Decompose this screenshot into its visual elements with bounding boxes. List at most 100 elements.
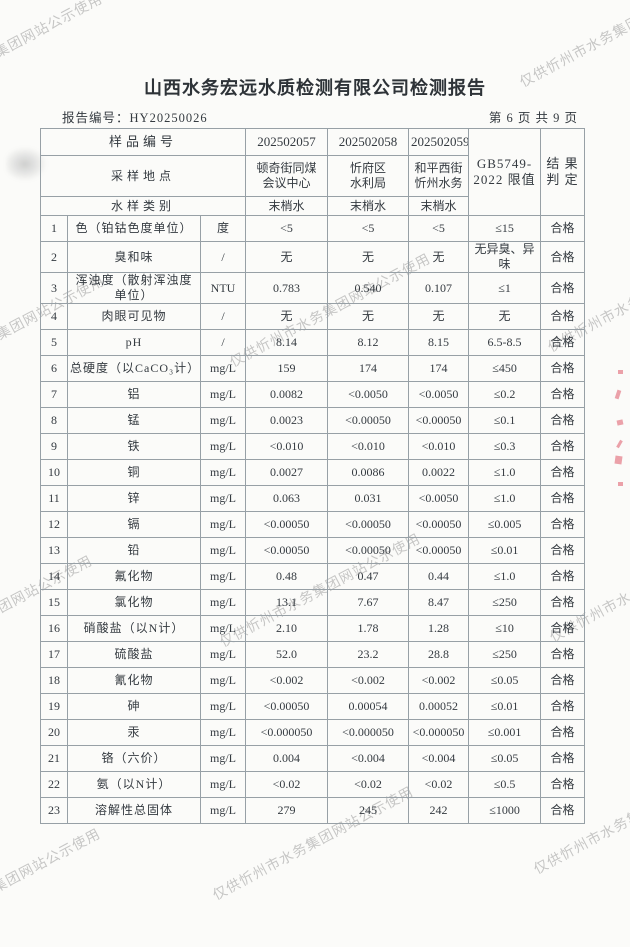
cell-unit: mg/L <box>199 485 247 512</box>
cell-v2: 0.47 <box>327 563 410 590</box>
cell-v3: <0.004 <box>408 745 470 772</box>
cell-v2: 无 <box>327 303 410 330</box>
cell-no: 11 <box>40 485 68 512</box>
cell-unit: mg/L <box>199 745 247 772</box>
cell-limit: ≤1.0 <box>468 563 542 590</box>
cell-v2: 174 <box>327 355 410 382</box>
cell-v3: <0.00050 <box>408 537 470 564</box>
page-title: 山西水务宏远水质检测有限公司检测报告 <box>144 78 486 98</box>
cell-limit: ≤0.3 <box>468 433 542 460</box>
cell-unit: mg/L <box>199 511 247 538</box>
cell-v1: 无 <box>245 303 329 330</box>
cell-limit: ≤1 <box>468 272 542 304</box>
cell-v1: 0.783 <box>245 272 329 304</box>
cell-v1: 2.10 <box>245 615 329 642</box>
cell-v1: 0.063 <box>245 485 329 512</box>
results-tbody: 1 色（铂钴色度单位）度 <5 <5 <5 ≤15 合格 2 臭和味 / 无无无无异臭、异味 合格 3 浑… <box>40 215 586 824</box>
cell-v2: <0.00050 <box>327 537 410 564</box>
cell-no: 3 <box>40 272 68 304</box>
cell-limit: ≤0.01 <box>468 693 542 720</box>
cell-verdict: 合格 <box>540 485 586 512</box>
table-row: 5 pH/8.14 8.12 8.15 6.5-8.5 合格 <box>40 329 586 356</box>
cell-limit: ≤1.0 <box>468 485 542 512</box>
cell-v3: <0.010 <box>408 433 470 460</box>
cell-name: 铬（六价） <box>67 745 201 772</box>
cell-v2: 245 <box>327 797 410 824</box>
cell-no: 18 <box>40 667 68 694</box>
cell-limit: ≤250 <box>468 641 542 668</box>
cell-limit: ≤0.1 <box>468 407 542 434</box>
cell-v2: <0.0050 <box>327 381 410 408</box>
cell-v3: 无 <box>408 303 470 330</box>
table-row: 11 锌 mg/L 0.063 0.031 <0.0050 ≤1.0 合格 <box>40 485 586 512</box>
cell-unit: mg/L <box>199 719 247 746</box>
cell-no: 19 <box>40 693 68 720</box>
cell-no: 17 <box>40 641 68 668</box>
sample-no-label: 样品编号 <box>39 128 247 156</box>
cell-no: 9 <box>40 433 68 460</box>
cell-limit: ≤0.5 <box>468 771 542 798</box>
cell-name: 氟化物 <box>67 563 201 590</box>
cell-v2: 0.0086 <box>327 459 410 486</box>
cell-v2: <0.002 <box>327 667 410 694</box>
cell-no: 14 <box>40 563 68 590</box>
cell-v1: 0.0082 <box>245 381 329 408</box>
cell-verdict: 合格 <box>540 381 586 408</box>
cell-name: 肉眼可见物 <box>67 303 201 330</box>
cell-v3: 0.107 <box>408 272 470 304</box>
cell-name: 色（铂钴色度单位） <box>67 215 201 242</box>
cell-no: 2 <box>40 241 68 273</box>
cell-v3: <0.0050 <box>408 381 470 408</box>
cell-verdict: 合格 <box>540 303 586 330</box>
report-number: 报告编号：HY20250026 <box>62 107 208 126</box>
table-row: 12 镉 mg/L <0.00050 <0.00050 <0.00050 ≤0.005 合格 <box>40 511 586 538</box>
cell-no: 7 <box>40 381 68 408</box>
cell-unit: mg/L <box>199 407 247 434</box>
cell-name: 溶解性总固体 <box>67 797 201 824</box>
cell-unit: mg/L <box>199 797 247 824</box>
cell-v3: <0.000050 <box>408 719 470 746</box>
cell-v2: 无 <box>327 241 410 273</box>
cell-v2: <0.00050 <box>327 407 410 434</box>
cell-v3: <0.00050 <box>408 511 470 538</box>
table-row: 19 砷 mg/L <0.00050 0.00054 0.00052 ≤0.01 合格 <box>40 693 586 720</box>
cell-v2: 23.2 <box>327 641 410 668</box>
cell-unit: mg/L <box>199 381 247 408</box>
page-indicator: 第 6 页 共 9 页 <box>488 111 578 125</box>
sample-no-3: 202502059 <box>408 128 470 156</box>
report-number-value: HY20250026 <box>129 111 208 125</box>
cell-unit: mg/L <box>199 563 247 590</box>
cell-v3: 28.8 <box>408 641 470 668</box>
table-row: 6 总硬度（以CaCO₃计） mg/L 159 174 174 ≤450 合格 <box>40 355 586 382</box>
table-row: 20 汞 mg/L <0.000050 <0.000050 <0.000050 ≤0.001… <box>40 719 586 746</box>
cell-v1: <0.02 <box>245 771 329 798</box>
cell-v1: 13.1 <box>245 589 329 616</box>
cell-verdict: 合格 <box>540 745 586 772</box>
cell-verdict: 合格 <box>540 459 586 486</box>
cell-v3: 0.00052 <box>408 693 470 720</box>
cell-v1: 0.48 <box>245 563 329 590</box>
cell-v1: <0.002 <box>245 667 329 694</box>
cell-v2: 0.031 <box>327 485 410 512</box>
cell-v2: <0.00050 <box>327 511 410 538</box>
cell-unit: mg/L <box>199 355 247 382</box>
cell-name: 汞 <box>67 719 201 746</box>
results-table-header: 样品编号 202502057 202502058 202502059 GB574… <box>39 128 586 216</box>
cell-verdict: 合格 <box>540 563 586 590</box>
cell-name: pH <box>67 329 201 356</box>
cell-limit: ≤1000 <box>468 797 542 824</box>
cell-v3: 8.47 <box>408 589 470 616</box>
table-row: 16 硝酸盐（以N计） mg/L 2.10 1.78 1.28 ≤10 合格 <box>40 615 586 642</box>
cell-unit: mg/L <box>199 693 247 720</box>
cell-unit: mg/L <box>199 615 247 642</box>
cell-limit: ≤0.05 <box>468 745 542 772</box>
cell-name: 氨（以N计） <box>67 771 201 798</box>
cell-v1: 52.0 <box>245 641 329 668</box>
cell-limit: 无异臭、异味 <box>468 241 542 273</box>
cell-v2: 8.12 <box>327 329 410 356</box>
cell-no: 13 <box>40 537 68 564</box>
stamp-fragment <box>606 366 628 496</box>
cell-limit: ≤0.01 <box>468 537 542 564</box>
table-row: 14 氟化物 mg/L 0.48 0.47 0.44 ≤1.0 合格 <box>40 563 586 590</box>
